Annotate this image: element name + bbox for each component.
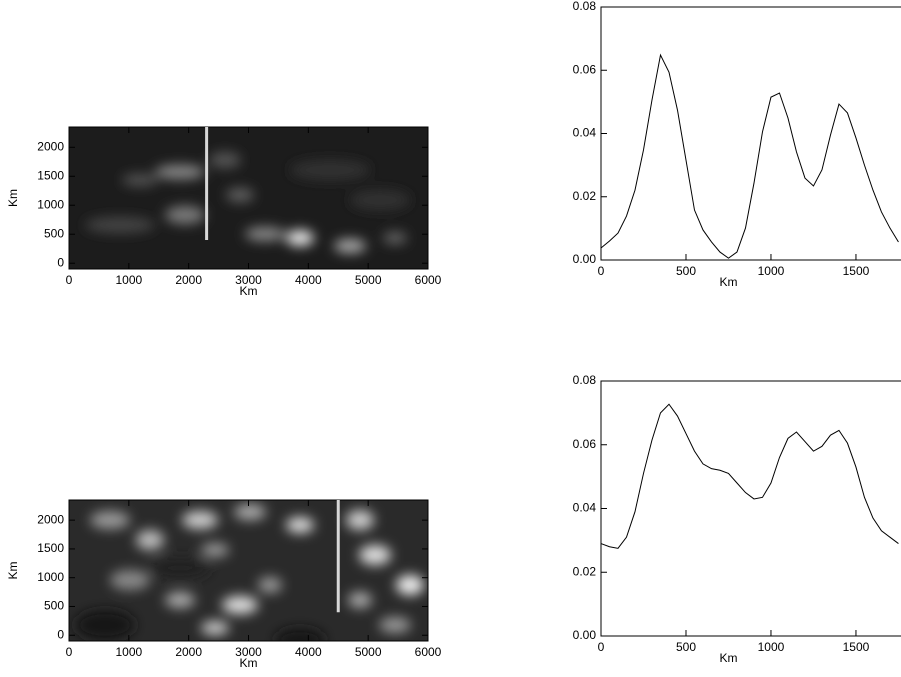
x-tick-label: 5000 xyxy=(355,273,382,287)
x-tick-label: 1000 xyxy=(758,264,785,278)
y-tick-label: 0 xyxy=(57,255,64,269)
image-a xyxy=(69,127,428,269)
x-tick-label: 1500 xyxy=(843,264,870,278)
y-tick-label: 0.04 xyxy=(573,501,597,515)
y-tick-label: 1000 xyxy=(37,570,64,584)
y-tick-label: 0.00 xyxy=(573,252,597,266)
x-tick-label: 500 xyxy=(676,640,696,654)
x-axis-label: Km xyxy=(719,275,737,289)
y-tick-label: 500 xyxy=(44,226,64,240)
profile-line xyxy=(600,403,899,549)
x-tick-label: 1500 xyxy=(843,640,870,654)
x-tick-label: 2000 xyxy=(175,645,202,659)
y-tick-label: 0.08 xyxy=(573,0,597,13)
y-axis-label: Km xyxy=(6,561,20,579)
x-tick-label: 6000 xyxy=(415,273,442,287)
y-tick-label: 1500 xyxy=(37,541,64,555)
x-tick-label: 3000 xyxy=(235,273,262,287)
x-tick-label: 0 xyxy=(66,273,73,287)
y-tick-label: 1000 xyxy=(37,197,64,211)
x-tick-label: 2000 xyxy=(175,273,202,287)
y-tick-label: 0.04 xyxy=(573,126,597,140)
y-tick-label: 0.08 xyxy=(573,373,597,387)
y-axis-label: Km xyxy=(6,189,20,207)
x-tick-label: 0 xyxy=(66,645,73,659)
profile-line xyxy=(600,53,899,259)
y-tick-label: 0.02 xyxy=(573,189,597,203)
y-tick-label: 0 xyxy=(57,627,64,641)
x-tick-label: 4000 xyxy=(295,645,322,659)
x-tick-label: 5000 xyxy=(355,645,382,659)
y-tick-label: 0.06 xyxy=(573,62,597,76)
x-axis-label: Km xyxy=(240,284,258,298)
x-tick-label: 0 xyxy=(598,264,605,278)
y-tick-label: 2000 xyxy=(37,512,64,526)
x-tick-label: 6000 xyxy=(415,645,442,659)
y-tick-label: 0.02 xyxy=(573,564,597,578)
x-tick-label: 1000 xyxy=(115,273,142,287)
y-tick-label: 0.00 xyxy=(573,628,597,642)
x-tick-label: 4000 xyxy=(295,273,322,287)
x-tick-label: 500 xyxy=(676,264,696,278)
y-tick-label: 1500 xyxy=(37,168,64,182)
x-tick-label: 0 xyxy=(598,640,605,654)
axes-frame xyxy=(600,380,901,637)
image-b xyxy=(69,500,428,641)
x-tick-label: 1000 xyxy=(115,645,142,659)
x-tick-label: 3000 xyxy=(235,645,262,659)
y-tick-label: 0.06 xyxy=(573,437,597,451)
y-tick-label: 500 xyxy=(44,599,64,613)
x-tick-label: 1000 xyxy=(758,640,785,654)
x-axis-label: Km xyxy=(719,651,737,665)
x-axis-label: Km xyxy=(240,656,258,670)
y-tick-label: 2000 xyxy=(37,139,64,153)
